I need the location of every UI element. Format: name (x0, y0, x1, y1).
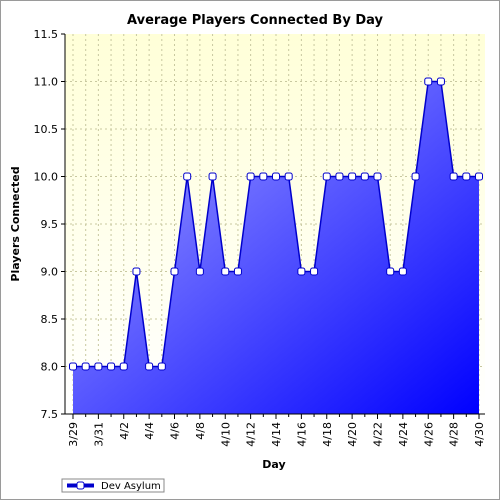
series-points (69, 77, 483, 371)
data-point (170, 267, 179, 276)
x-axis-title: Day (262, 458, 285, 471)
y-tick-label: 9.5 (41, 218, 59, 231)
y-tick-label: 10.0 (34, 171, 59, 184)
data-point (145, 362, 154, 371)
y-tick-label: 8.5 (41, 313, 59, 326)
data-point (424, 77, 433, 86)
data-point (107, 362, 116, 371)
y-tick-label: 10.5 (34, 123, 59, 136)
data-point (436, 77, 445, 86)
x-tick-label: 4/24 (397, 422, 410, 447)
x-tick-label: 4/16 (295, 422, 308, 447)
data-point (449, 172, 458, 181)
data-point (373, 172, 382, 181)
data-point (310, 267, 319, 276)
y-tick-label: 11.0 (34, 76, 59, 89)
legend-box (61, 478, 165, 493)
x-tick-label: 4/12 (245, 422, 258, 447)
y-tick-label: 7.5 (41, 408, 59, 421)
x-tick-label: 4/22 (372, 422, 385, 447)
data-point (81, 362, 90, 371)
data-point (297, 267, 306, 276)
x-tick-label: 4/20 (346, 422, 359, 447)
legend-marker-icon (76, 481, 85, 490)
data-point (272, 172, 280, 181)
data-point (94, 362, 103, 371)
x-axis-ticks: 3/29 3/31 4/2 4/4 4/6 4/8 4/10 4/12 4/14 4/16 4/18… (67, 414, 486, 447)
data-point (233, 267, 242, 276)
data-point (411, 172, 420, 181)
data-point (348, 172, 357, 181)
x-tick-label: 4/6 (169, 422, 182, 440)
data-point (208, 172, 217, 181)
data-point (119, 362, 128, 371)
data-point (322, 172, 331, 181)
x-tick-label: 4/10 (219, 422, 232, 447)
data-point (259, 172, 268, 181)
series-area-dev-asylum (73, 81, 479, 414)
x-tick-label: 4/30 (473, 422, 486, 447)
data-point (157, 362, 166, 371)
x-tick-label: 4/18 (321, 422, 334, 447)
y-tick-label: 8.0 (41, 361, 59, 374)
data-point (195, 267, 204, 276)
data-point (69, 362, 77, 371)
legend: Dev Asylum (61, 478, 165, 493)
data-point (462, 172, 471, 181)
y-axis-title: Players Connected (9, 166, 22, 281)
data-point (246, 172, 255, 181)
data-point (221, 267, 230, 276)
data-point (398, 267, 407, 276)
x-tick-label: 4/8 (194, 422, 207, 440)
x-tick-label: 4/14 (270, 422, 283, 447)
data-point (360, 172, 369, 181)
x-tick-label: 4/28 (448, 422, 461, 447)
x-tick-label: 4/26 (422, 422, 435, 447)
data-point (335, 172, 344, 181)
x-tick-label: 4/2 (118, 422, 131, 440)
y-axis-ticks: 7.5 8.0 8.5 9.0 9.5 10.0 10.5 11.0 11.5 (34, 28, 65, 421)
y-tick-label: 11.5 (34, 28, 59, 41)
data-point (183, 172, 192, 181)
data-point (132, 267, 141, 276)
x-tick-label: 4/4 (143, 422, 156, 440)
chart-title: Average Players Connected By Day (127, 13, 383, 28)
data-point (284, 172, 293, 181)
x-tick-label: 3/29 (67, 422, 80, 447)
x-tick-label: 3/31 (92, 422, 105, 447)
data-point (475, 172, 483, 181)
data-point (386, 267, 395, 276)
y-tick-label: 9.0 (41, 266, 59, 279)
legend-label: Dev Asylum (101, 481, 161, 492)
